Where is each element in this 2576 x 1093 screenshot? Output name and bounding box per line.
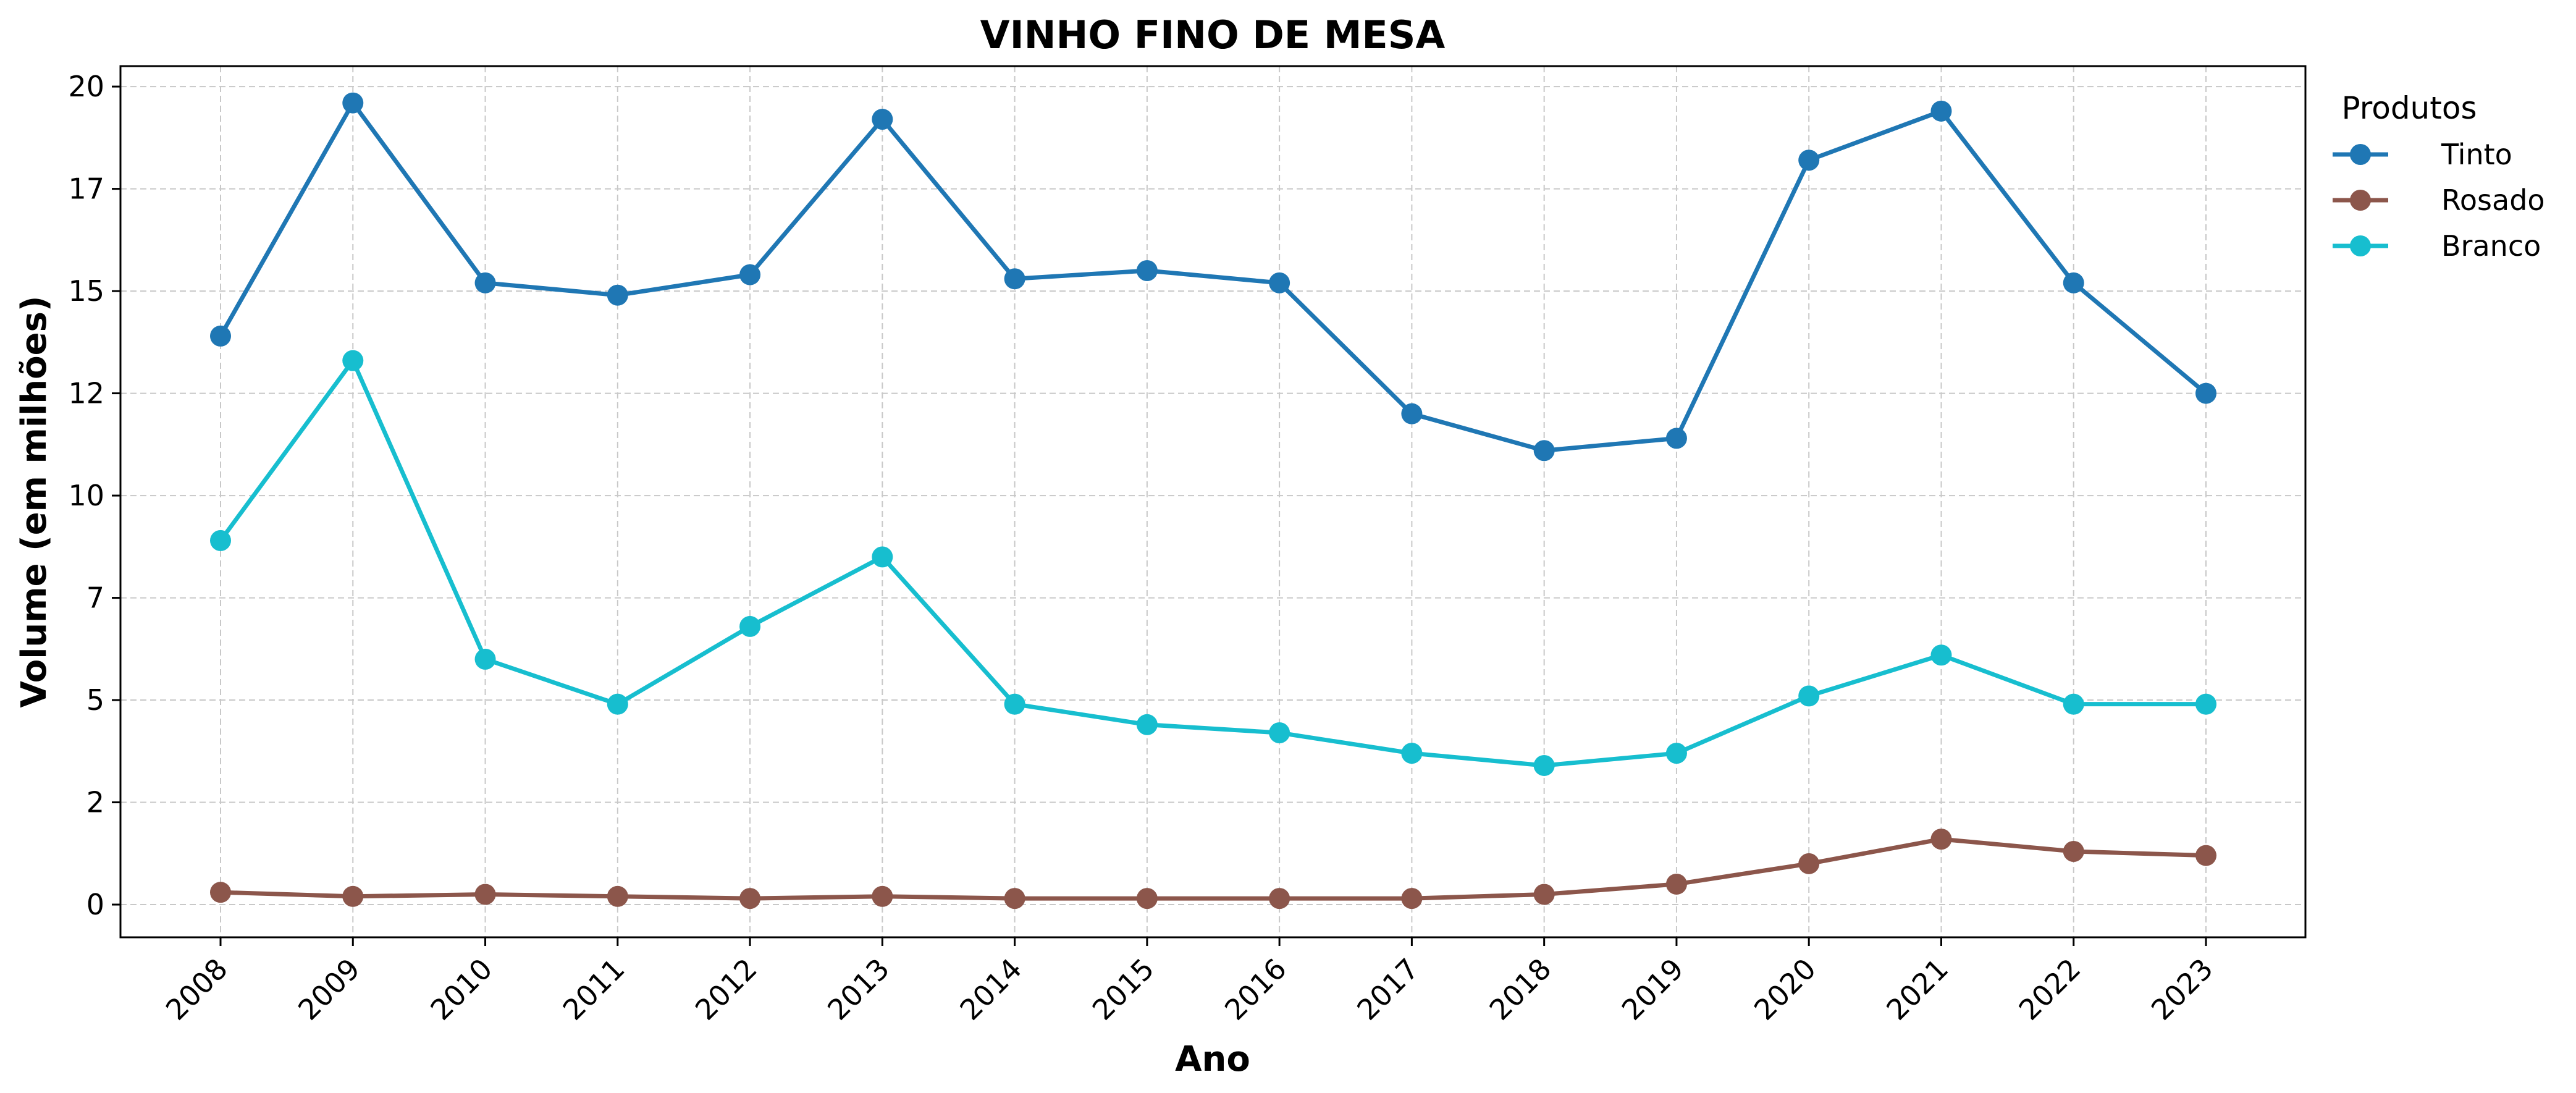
data-point	[1665, 428, 1687, 449]
data-point	[1136, 888, 1158, 909]
series-line	[218, 101, 2208, 453]
data-point	[1798, 150, 1820, 171]
legend: Produtos Tinto Rosado Branco	[2333, 90, 2545, 263]
y-tick-label: 7	[86, 581, 104, 615]
legend-item-branco: Branco	[2333, 229, 2541, 263]
data-point	[1665, 743, 1687, 764]
data-point	[1269, 888, 1290, 909]
data-point	[1401, 403, 1423, 424]
data-point	[1004, 888, 1025, 909]
data-point	[607, 693, 628, 715]
data-point	[1401, 888, 1423, 909]
chart-title: VINHO FINO DE MESA	[980, 12, 1446, 57]
data-point	[474, 884, 496, 905]
y-tick-label: 5	[86, 683, 104, 717]
data-point	[474, 648, 496, 670]
y-tick-label: 20	[68, 70, 104, 103]
data-point	[1269, 272, 1290, 293]
legend-label: Tinto	[2441, 138, 2512, 171]
legend-item-rosado: Rosado	[2333, 184, 2545, 217]
y-tick-label: 0	[86, 888, 104, 921]
data-point	[739, 888, 761, 909]
data-point	[607, 885, 628, 907]
data-point	[1533, 440, 1555, 462]
data-point	[872, 885, 893, 907]
y-axis-label: Volume (em milhões)	[14, 295, 54, 707]
data-point	[1004, 268, 1025, 290]
data-point	[1798, 685, 1820, 707]
y-tick-label: 2	[86, 786, 104, 819]
data-point	[210, 882, 231, 903]
data-point	[1930, 644, 1952, 666]
data-point	[1401, 743, 1423, 764]
series-layer	[210, 92, 2216, 909]
y-tick-label: 10	[68, 479, 104, 512]
y-axis: 0 2 5 7 10 12 15 17 20	[68, 70, 120, 921]
series-line	[218, 837, 2208, 901]
data-point	[210, 530, 231, 551]
data-point	[1930, 100, 1952, 122]
data-point	[2195, 382, 2216, 404]
y-tick-label: 15	[68, 274, 104, 308]
plot-frame	[119, 65, 2307, 939]
data-point	[2063, 840, 2084, 862]
legend-marker	[2350, 144, 2371, 165]
grid-layer	[120, 66, 2305, 937]
data-point	[1136, 714, 1158, 735]
data-point	[1533, 754, 1555, 776]
series-tinto	[210, 92, 2216, 462]
legend-title: Produtos	[2342, 90, 2477, 126]
data-point	[1533, 884, 1555, 905]
series-line	[218, 358, 2208, 768]
data-point	[2063, 693, 2084, 715]
x-axis-label: Ano	[1175, 1039, 1250, 1079]
data-point	[342, 92, 364, 114]
data-point	[1798, 853, 1820, 874]
data-point	[607, 284, 628, 306]
data-point	[342, 350, 364, 371]
legend-label: Branco	[2441, 229, 2541, 263]
legend-label: Rosado	[2441, 184, 2545, 217]
series-rosado	[210, 829, 2216, 909]
data-point	[2195, 693, 2216, 715]
data-point	[872, 109, 893, 130]
series-branco	[210, 350, 2216, 776]
data-point	[342, 885, 364, 907]
data-point	[739, 264, 761, 285]
data-point	[2063, 272, 2084, 293]
legend-marker	[2350, 235, 2371, 256]
data-point	[1665, 873, 1687, 895]
legend-marker	[2350, 190, 2371, 211]
y-tick-label: 17	[68, 172, 104, 206]
data-point	[210, 325, 231, 347]
y-tick-label: 12	[68, 377, 104, 410]
data-point	[2195, 845, 2216, 866]
data-point	[872, 546, 893, 568]
data-point	[1004, 693, 1025, 715]
data-point	[474, 272, 496, 293]
data-point	[1269, 722, 1290, 744]
data-point	[739, 615, 761, 637]
data-point	[1136, 260, 1158, 281]
data-point	[1930, 829, 1952, 850]
legend-item-tinto: Tinto	[2333, 138, 2512, 171]
